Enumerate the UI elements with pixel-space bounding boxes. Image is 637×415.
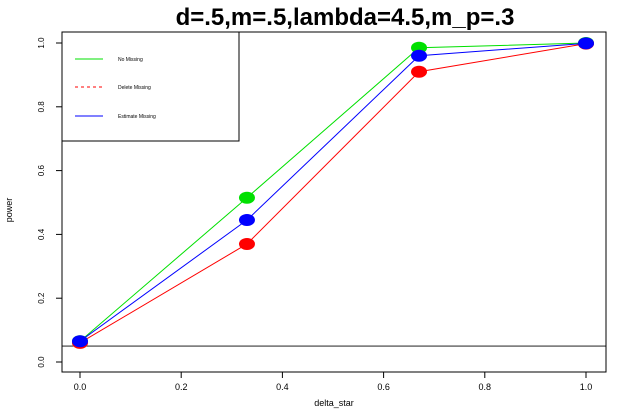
data-point (578, 37, 594, 50)
chart-title: d=.5,m=.5,lambda=4.5,m_p=.3 (176, 4, 515, 31)
y-tick-label: 0.8 (37, 101, 46, 113)
data-point (72, 335, 88, 348)
y-tick-label: 0.6 (37, 164, 46, 176)
x-axis: 0.0 0.2 0.4 0.6 0.8 1.0 (74, 371, 593, 392)
x-tick-label: 0.4 (276, 382, 289, 392)
legend: No Missing Delete Missing Estimate Missing (61, 31, 240, 142)
data-point (238, 191, 255, 204)
y-tick-label: 0.0 (37, 356, 46, 368)
y-tick-label: 1.0 (37, 37, 46, 49)
series-layer (72, 37, 594, 349)
data-point (238, 237, 255, 250)
y-axis-label: power (4, 198, 14, 223)
legend-label: Delete Missing (118, 85, 151, 91)
x-tick-label: 0.6 (377, 382, 390, 392)
legend-label: No Missing (118, 57, 143, 63)
y-tick-label: 0.2 (37, 292, 46, 304)
series-line (79, 42, 587, 342)
data-point (238, 214, 255, 227)
x-tick-label: 1.0 (580, 382, 593, 392)
series-line (79, 43, 587, 344)
x-axis-label: delta_star (314, 398, 354, 408)
x-tick-label: 0.0 (74, 382, 87, 392)
x-tick-label: 0.8 (479, 382, 492, 392)
y-axis: 0.0 0.2 0.4 0.6 0.8 1.0 (37, 37, 63, 368)
series-line (79, 42, 587, 342)
legend-box (61, 31, 240, 142)
x-tick-label: 0.2 (175, 382, 188, 392)
y-tick-label: 0.4 (37, 228, 46, 240)
legend-label: Estimate Missing (118, 114, 156, 120)
data-point (411, 49, 428, 62)
data-point (411, 65, 428, 78)
